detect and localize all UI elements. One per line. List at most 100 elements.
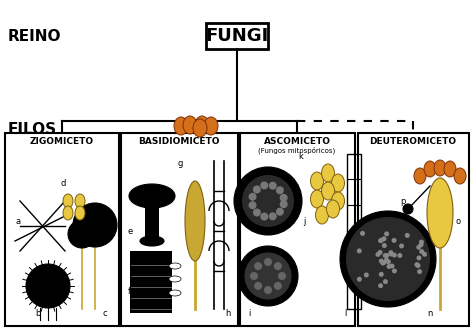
Bar — [347, 154, 361, 309]
Text: FILOS: FILOS — [8, 121, 57, 136]
Bar — [5, 133, 119, 326]
Circle shape — [378, 283, 383, 288]
Circle shape — [392, 268, 397, 273]
Ellipse shape — [427, 178, 453, 248]
Ellipse shape — [183, 116, 197, 134]
Circle shape — [68, 220, 96, 248]
Text: (Fungos mitospóricos): (Fungos mitospóricos) — [258, 146, 336, 154]
Text: ASCOMICETO: ASCOMICETO — [264, 136, 330, 146]
Circle shape — [357, 248, 362, 253]
Circle shape — [375, 252, 381, 257]
Text: m: m — [365, 289, 373, 298]
Circle shape — [417, 256, 421, 260]
Circle shape — [280, 194, 288, 202]
Circle shape — [378, 238, 383, 243]
Circle shape — [388, 250, 393, 255]
Circle shape — [248, 193, 256, 201]
Text: n: n — [428, 308, 433, 317]
Ellipse shape — [195, 116, 209, 134]
Circle shape — [260, 181, 268, 189]
Text: p: p — [400, 197, 405, 206]
Text: d: d — [60, 178, 65, 187]
Circle shape — [382, 260, 386, 265]
Text: b: b — [35, 308, 41, 317]
Circle shape — [416, 245, 421, 250]
Circle shape — [269, 212, 277, 220]
Bar — [358, 133, 469, 326]
Text: e: e — [128, 226, 133, 235]
Circle shape — [397, 253, 402, 258]
Ellipse shape — [185, 181, 205, 261]
Circle shape — [416, 263, 420, 268]
Bar — [240, 133, 355, 326]
Circle shape — [253, 209, 261, 216]
Ellipse shape — [169, 263, 181, 269]
Circle shape — [379, 238, 384, 243]
Circle shape — [276, 208, 284, 216]
Circle shape — [278, 272, 286, 280]
Ellipse shape — [169, 290, 181, 296]
Ellipse shape — [454, 168, 466, 184]
Circle shape — [73, 203, 117, 247]
Bar — [130, 251, 172, 313]
Ellipse shape — [321, 164, 335, 182]
Ellipse shape — [63, 206, 73, 220]
Text: g: g — [177, 159, 182, 167]
Circle shape — [405, 233, 410, 238]
Circle shape — [253, 185, 261, 194]
Circle shape — [419, 249, 424, 254]
Circle shape — [389, 252, 394, 257]
Circle shape — [384, 258, 389, 262]
Text: FUNGI: FUNGI — [205, 27, 269, 45]
Ellipse shape — [310, 172, 323, 190]
Bar — [206, 23, 268, 49]
Ellipse shape — [414, 168, 426, 184]
Circle shape — [280, 200, 288, 208]
Circle shape — [379, 259, 384, 263]
Circle shape — [414, 262, 419, 267]
Circle shape — [419, 242, 424, 247]
Circle shape — [274, 282, 282, 290]
Ellipse shape — [75, 194, 85, 208]
Circle shape — [264, 286, 272, 294]
Circle shape — [383, 253, 388, 258]
Ellipse shape — [424, 161, 436, 177]
Text: j: j — [303, 216, 305, 225]
Circle shape — [250, 272, 258, 280]
Circle shape — [269, 182, 277, 190]
Circle shape — [383, 279, 388, 284]
Text: REINO: REINO — [8, 28, 62, 43]
Circle shape — [417, 269, 422, 274]
Circle shape — [245, 253, 291, 299]
Ellipse shape — [204, 117, 218, 135]
Circle shape — [238, 246, 298, 306]
Ellipse shape — [169, 276, 181, 282]
Circle shape — [384, 231, 389, 236]
Circle shape — [274, 262, 282, 270]
Circle shape — [364, 272, 369, 277]
Circle shape — [26, 264, 70, 308]
Circle shape — [254, 282, 262, 290]
Circle shape — [234, 167, 302, 235]
Text: f: f — [128, 287, 131, 296]
Bar — [121, 133, 238, 326]
Ellipse shape — [331, 174, 345, 192]
Text: k: k — [298, 152, 303, 161]
Circle shape — [392, 253, 397, 258]
Ellipse shape — [129, 184, 175, 208]
Text: ZIGOMICETO: ZIGOMICETO — [30, 136, 94, 146]
Circle shape — [384, 253, 389, 258]
Circle shape — [392, 238, 397, 243]
Circle shape — [340, 211, 436, 307]
Circle shape — [276, 186, 284, 194]
Circle shape — [399, 243, 404, 249]
Text: DEUTEROMICETO: DEUTEROMICETO — [369, 136, 456, 146]
Circle shape — [419, 240, 424, 245]
Ellipse shape — [331, 192, 345, 210]
Text: o: o — [456, 216, 461, 225]
Circle shape — [381, 260, 385, 265]
Text: l: l — [344, 308, 346, 317]
Circle shape — [346, 217, 430, 301]
Circle shape — [386, 259, 391, 264]
Circle shape — [422, 252, 427, 257]
